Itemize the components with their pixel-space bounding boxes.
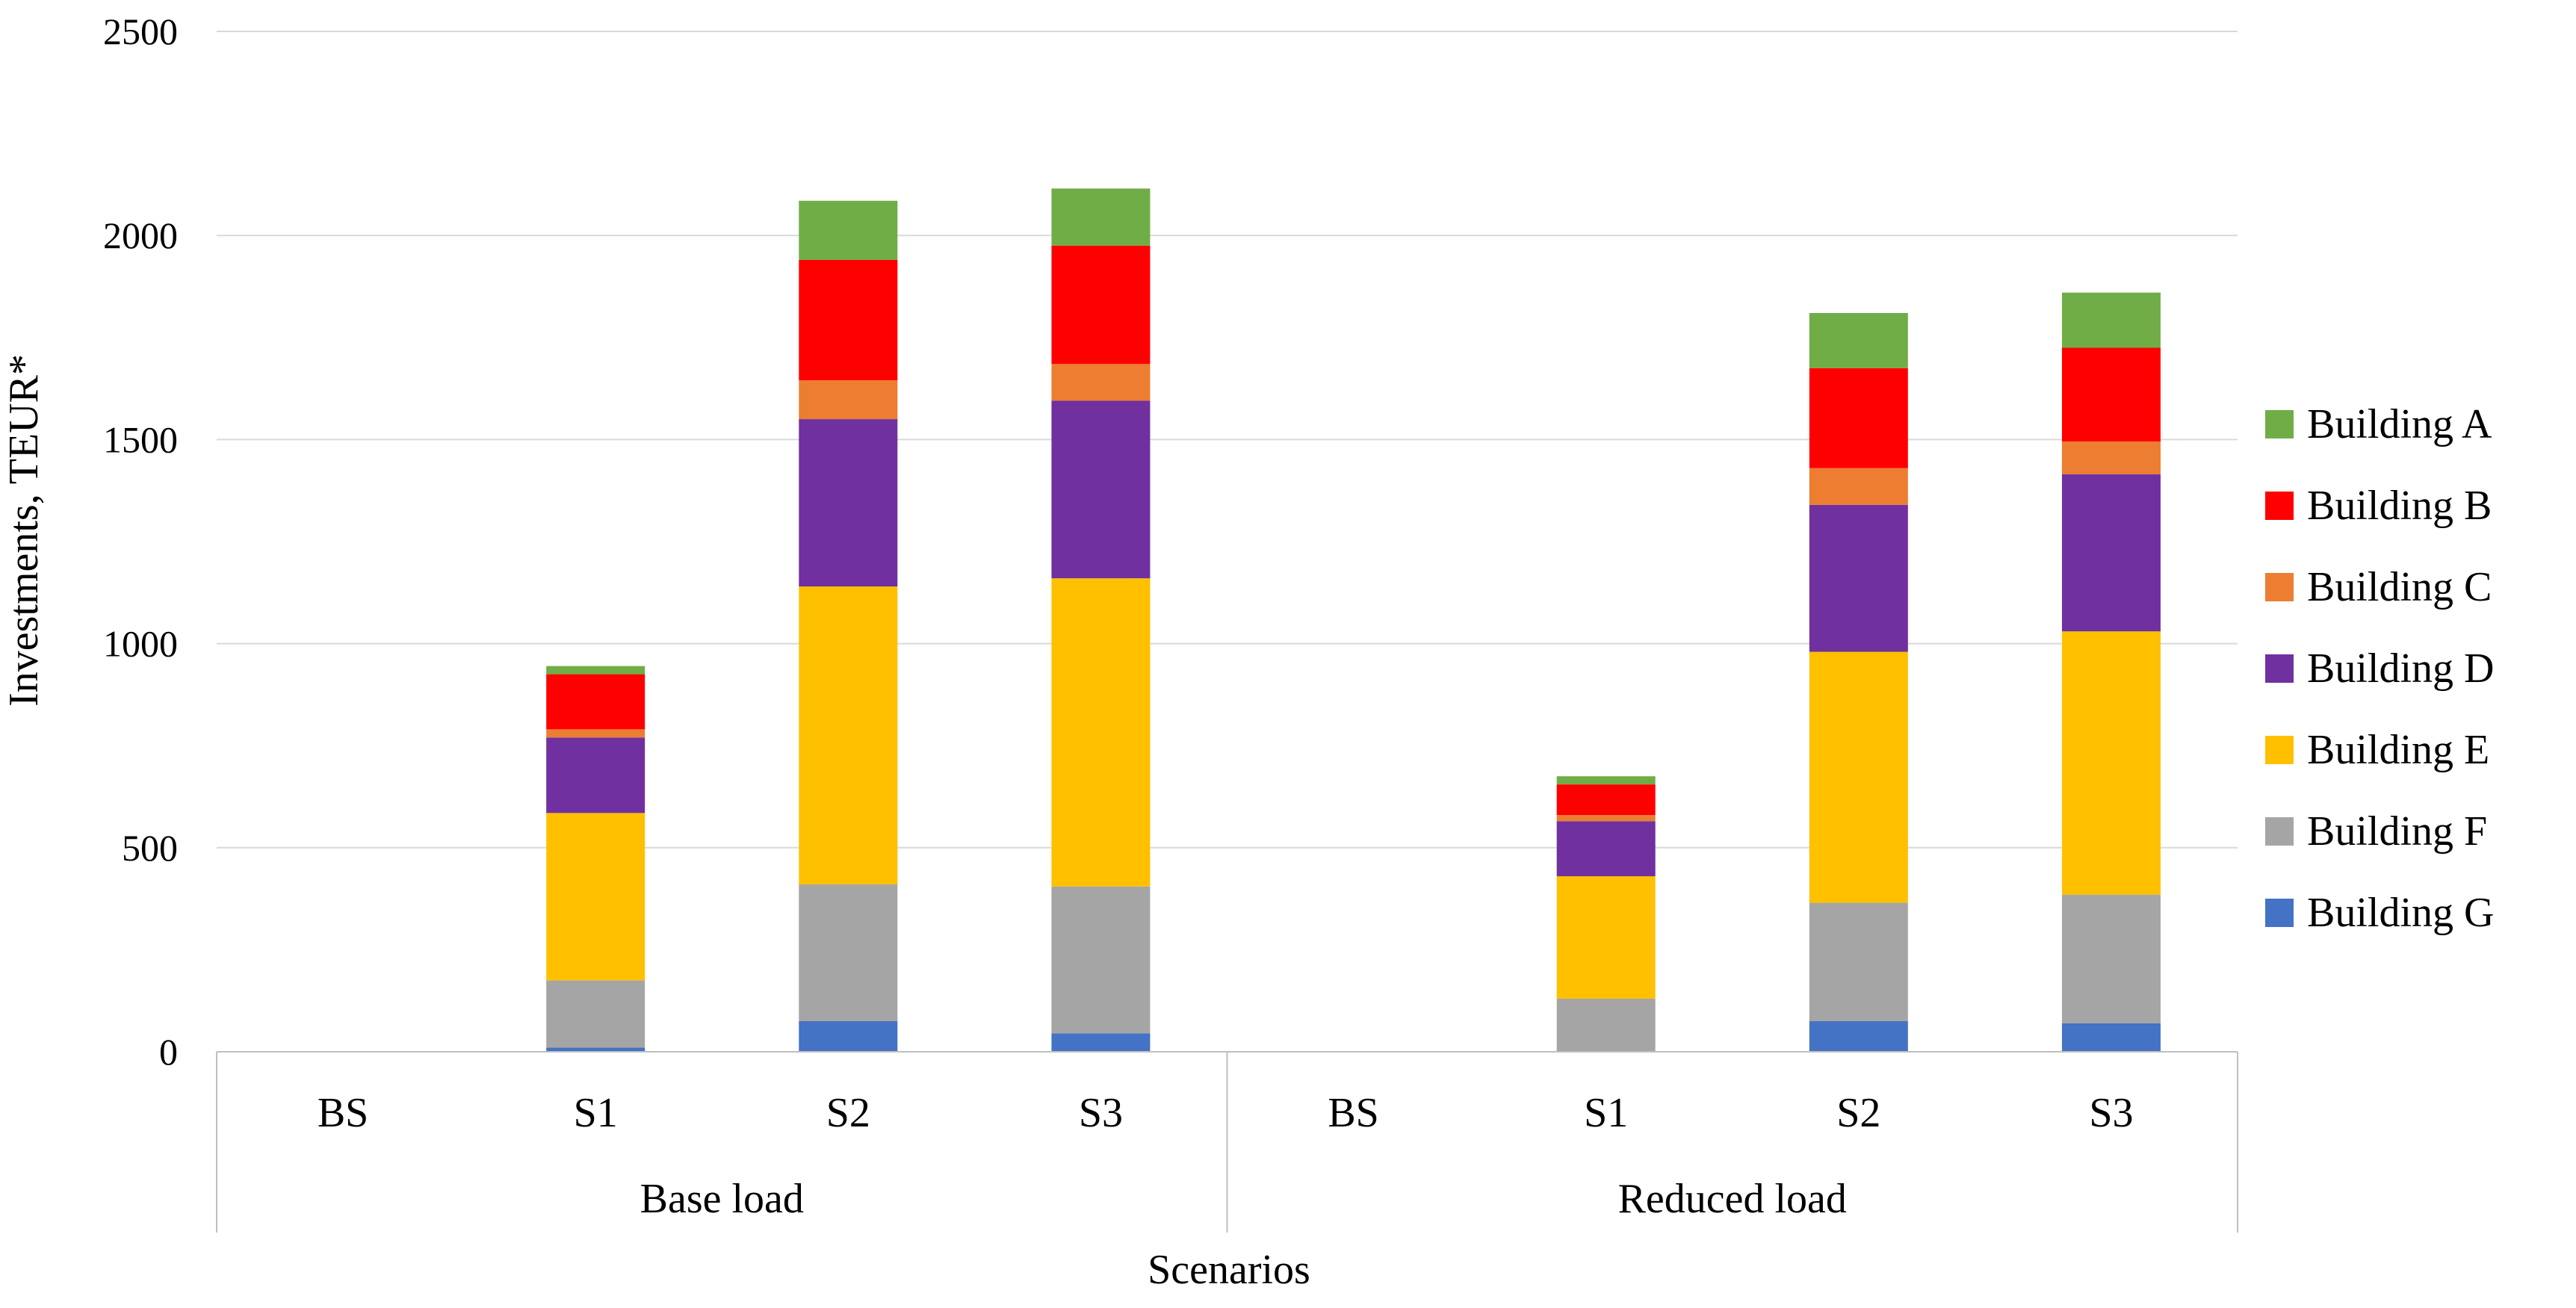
legend-label: Building C — [2307, 564, 2492, 610]
bar-segment — [1051, 886, 1151, 1034]
x-tick-label: BS — [1328, 1090, 1379, 1136]
group-label: Base load — [640, 1176, 804, 1222]
x-axis: BS S1 S2 S3 BS S1 S2 S3 Base load Reduced load — [216, 1051, 2238, 1233]
bar-segment — [2061, 441, 2161, 474]
bar-segment — [1051, 400, 1151, 579]
bar-segment — [1556, 876, 1656, 999]
bar-segment — [799, 259, 898, 381]
legend-label: Building B — [2307, 483, 2492, 529]
legend-label: Building E — [2307, 727, 2489, 773]
x-tick-label: S3 — [2089, 1090, 2133, 1136]
bar-segment — [799, 419, 898, 587]
legend-swatch — [2265, 899, 2294, 927]
y-tick-label: 0 — [159, 1031, 178, 1073]
bar-segment — [1809, 1021, 1908, 1052]
x-tick-label: S3 — [1079, 1090, 1123, 1136]
legend-swatch — [2265, 654, 2294, 683]
legend: Building A Building B Building C Building D… — [2265, 401, 2494, 936]
legend-label: Building G — [2307, 890, 2494, 936]
legend-label: Building F — [2307, 808, 2487, 855]
x-tick-label: BS — [318, 1090, 369, 1136]
bar-segment — [799, 884, 898, 1022]
bar-segment — [2061, 347, 2161, 442]
bar-segment — [799, 1021, 898, 1052]
bar-segment — [1051, 188, 1151, 246]
bar-segment — [1556, 776, 1656, 785]
bar-segment — [1556, 998, 1656, 1052]
bar-segment — [1556, 821, 1656, 877]
bar-segment — [2061, 894, 2161, 1023]
y-tick-label: 1000 — [103, 623, 178, 665]
bar-segment — [546, 980, 645, 1048]
bar-segment — [1556, 784, 1656, 816]
legend-label: Building D — [2307, 645, 2494, 692]
bar-segment — [1051, 578, 1151, 887]
bars — [546, 188, 2161, 1052]
y-tick-label: 2000 — [103, 214, 178, 256]
y-tick-label: 500 — [122, 827, 178, 869]
bar-segment — [1809, 902, 1908, 1022]
gridlines — [217, 31, 2238, 849]
bar-segment — [1556, 815, 1656, 822]
bar-segment — [2061, 631, 2161, 895]
bar-segment — [799, 380, 898, 420]
legend-swatch — [2265, 573, 2294, 601]
bar-segment — [1051, 1033, 1151, 1052]
bar-segment — [1051, 364, 1151, 401]
bar-segment — [546, 666, 645, 675]
bar-segment — [2061, 292, 2161, 348]
bar-segment — [546, 813, 645, 981]
bar-segment — [1809, 651, 1908, 903]
bar-segment — [1809, 504, 1908, 652]
y-tick-label: 1500 — [103, 418, 178, 460]
bar-segment — [1809, 313, 1908, 368]
bar-segment — [1051, 245, 1151, 365]
y-axis-title: Investments, TEUR* — [1, 354, 47, 707]
bar-segment — [546, 729, 645, 738]
bar-segment — [1809, 468, 1908, 505]
bar-segment — [1809, 368, 1908, 468]
group-label: Reduced load — [1618, 1176, 1847, 1222]
y-axis-ticks: 0 500 1000 1500 2000 2500 — [103, 10, 178, 1073]
bar-segment — [546, 737, 645, 813]
legend-swatch — [2265, 817, 2294, 846]
bar-segment — [546, 674, 645, 730]
legend-swatch — [2265, 410, 2294, 438]
x-tick-label: S2 — [826, 1090, 870, 1136]
bar-segment — [799, 586, 898, 884]
bar-segment — [2061, 474, 2161, 632]
legend-swatch — [2265, 736, 2294, 764]
x-tick-label: S1 — [574, 1090, 618, 1136]
legend-swatch — [2265, 492, 2294, 520]
x-tick-label: S1 — [1584, 1090, 1628, 1136]
y-tick-label: 2500 — [103, 10, 178, 52]
x-axis-title: Scenarios — [1148, 1247, 1310, 1293]
bar-segment — [546, 1047, 645, 1052]
bar-segment — [799, 200, 898, 260]
legend-label: Building A — [2307, 401, 2492, 447]
bar-segment — [2061, 1023, 2161, 1052]
x-tick-label: S2 — [1836, 1090, 1880, 1136]
